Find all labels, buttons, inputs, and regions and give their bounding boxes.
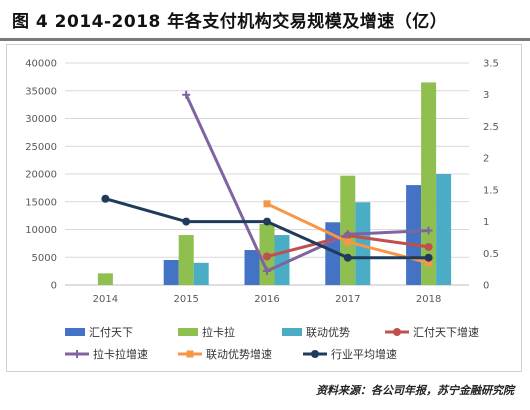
x-tick-label: 2017 bbox=[335, 294, 360, 305]
y-right-tick-label: 3 bbox=[483, 90, 489, 101]
point-1-2016-marker bbox=[263, 252, 271, 261]
chart-frame: 0 5000 10000 15000 20000 25000 30000 35000 40000… bbox=[6, 44, 522, 372]
y-right-tick-label: 1 bbox=[483, 217, 489, 228]
point-2-2018-marker bbox=[424, 226, 433, 235]
bar-2015-1 bbox=[163, 260, 179, 285]
title-bar: 图 4 2014-2018 年各支付机构交易规模及增速（亿） bbox=[0, 0, 530, 38]
point-2-2015-marker bbox=[182, 90, 191, 99]
point-4-2018-marker bbox=[424, 253, 433, 262]
legend-label: 汇付天下增速 bbox=[413, 325, 479, 339]
bar-2018-2 bbox=[421, 82, 437, 285]
y-left-tick-label: 25000 bbox=[25, 142, 57, 153]
y-right-tick-label: 0 bbox=[483, 281, 489, 292]
bar-2014-2 bbox=[97, 273, 113, 285]
legend-swatch bbox=[282, 328, 302, 336]
bar-2015-2 bbox=[178, 235, 194, 285]
legend-label: 拉卡拉增速 bbox=[93, 347, 148, 361]
bar-2015-3 bbox=[193, 262, 209, 285]
x-tick-label: 2015 bbox=[173, 294, 198, 305]
bar-2016-3 bbox=[274, 235, 290, 285]
point-3-2018-marker bbox=[425, 259, 433, 267]
point-4-2015-marker bbox=[182, 217, 191, 226]
y-right-tick-label: 1.5 bbox=[483, 185, 499, 196]
legend-label: 联动优势 bbox=[306, 326, 350, 339]
legend-label: 汇付天下 bbox=[89, 326, 133, 339]
figure-title: 图 4 2014-2018 年各支付机构交易规模及增速（亿） bbox=[12, 11, 448, 32]
legend-marker bbox=[393, 328, 401, 336]
point-3-2016-marker bbox=[263, 200, 271, 208]
y-left-tick-label: 40000 bbox=[25, 59, 57, 70]
y-left-tick-label: 15000 bbox=[25, 197, 57, 208]
point-2-2016-marker bbox=[263, 267, 271, 276]
bar-2018-1 bbox=[406, 185, 422, 285]
point-4-2016-marker bbox=[263, 217, 271, 226]
title-divider bbox=[0, 38, 530, 41]
chart-canvas: 0 5000 10000 15000 20000 25000 30000 35000 40000… bbox=[25, 59, 499, 362]
legend-marker bbox=[311, 350, 319, 358]
y-left-tick-label: 0 bbox=[51, 281, 57, 292]
y-right-tick-label: 3.5 bbox=[483, 59, 499, 70]
legend-swatch bbox=[178, 328, 198, 336]
point-4-2014-marker bbox=[101, 194, 110, 203]
legend-label: 行业平均增速 bbox=[331, 347, 397, 361]
y-left-tick-label: 5000 bbox=[32, 253, 57, 264]
y-left-tick-label: 30000 bbox=[25, 114, 57, 125]
y-right-tick-label: 0.5 bbox=[483, 249, 499, 260]
point-4-2017-marker bbox=[343, 253, 352, 262]
bar-2017-3 bbox=[355, 202, 371, 285]
legend-label: 拉卡拉 bbox=[202, 325, 235, 339]
x-tick-label: 2016 bbox=[254, 294, 279, 305]
bar-2016-1 bbox=[244, 250, 260, 285]
point-1-2018-marker bbox=[424, 242, 433, 251]
legend-marker bbox=[73, 350, 81, 358]
x-tick-label: 2018 bbox=[416, 294, 441, 305]
line-series-2 bbox=[184, 94, 429, 273]
legend-label: 联动优势增速 bbox=[206, 347, 272, 361]
x-tick-label: 2014 bbox=[93, 294, 118, 305]
source-note: 资料来源：各公司年报，苏宁金融研究院 bbox=[316, 384, 514, 397]
y-left-tick-label: 35000 bbox=[25, 86, 57, 97]
legend-swatch bbox=[65, 328, 85, 336]
legend-marker bbox=[186, 350, 194, 358]
point-2-2017-marker bbox=[343, 230, 352, 239]
y-right-tick-label: 2 bbox=[483, 154, 489, 165]
y-left-tick-label: 10000 bbox=[25, 225, 57, 236]
point-3-2017-marker bbox=[344, 238, 352, 246]
y-right-tick-label: 2.5 bbox=[483, 122, 499, 133]
bar-2018-3 bbox=[436, 174, 452, 285]
y-left-tick-label: 20000 bbox=[25, 170, 57, 181]
